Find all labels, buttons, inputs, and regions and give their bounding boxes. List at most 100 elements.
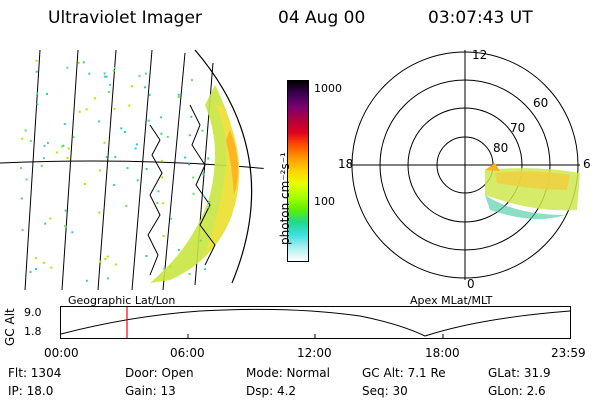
emission-speckle <box>29 271 32 273</box>
emission-speckle <box>202 173 205 176</box>
emission-speckle <box>192 176 195 179</box>
emission-speckle <box>162 202 164 205</box>
emission-speckle <box>128 104 131 107</box>
emission-speckle <box>109 83 112 86</box>
status-ip: IP: 18.0 <box>8 384 54 398</box>
emission-speckle <box>42 157 45 160</box>
polar-mlat-mlt-plot: 12 18 6 0 60 70 80 <box>338 48 591 291</box>
emission-speckle <box>114 263 117 266</box>
earth-limb <box>194 49 253 284</box>
emission-speckle <box>135 143 138 146</box>
emission-speckle <box>131 85 134 88</box>
emission-speckle <box>113 184 116 186</box>
emission-speckle <box>188 134 191 137</box>
emission-speckle <box>85 108 88 111</box>
emission-speckle <box>55 151 58 154</box>
emission-speckle <box>114 155 117 158</box>
emission-speckle <box>20 197 23 200</box>
emission-speckle <box>21 137 24 140</box>
xtick-0000: 00:00 <box>44 346 79 360</box>
status-glat: GLat: 31.9 <box>488 366 551 380</box>
emission-speckle <box>144 86 146 89</box>
emission-speckle <box>78 110 81 113</box>
aurora-emission <box>150 85 240 283</box>
xtick-1200: 12:00 <box>297 346 332 360</box>
emission-speckle <box>35 59 38 62</box>
colorbar-unit-label: photon cm⁻²s⁻¹ <box>278 152 292 245</box>
colorbar <box>287 80 309 262</box>
status-mode: Mode: Normal <box>246 366 330 380</box>
emission-speckle <box>88 72 91 75</box>
emission-speckle <box>36 92 39 95</box>
emission-speckle <box>46 141 49 144</box>
emission-speckle <box>24 129 27 132</box>
emission-speckle <box>134 147 137 150</box>
emission-speckle <box>64 225 67 228</box>
emission-speckle <box>169 265 172 268</box>
emission-speckle <box>107 91 110 93</box>
date-label: 04 Aug 00 <box>278 8 366 28</box>
mlat-label-80: 80 <box>493 141 508 155</box>
emission-speckle <box>103 75 106 78</box>
status-seq: Seq: 30 <box>362 384 408 398</box>
emission-speckle <box>202 195 205 198</box>
altitude-ytick-1.8: 1.8 <box>24 325 42 338</box>
emission-speckle <box>77 61 80 64</box>
emission-speckle <box>83 183 86 185</box>
status-glon: GLon: 2.6 <box>488 384 546 398</box>
emission-speckle <box>25 178 28 181</box>
status-flt: Flt: 1304 <box>8 366 62 380</box>
emission-speckle <box>160 116 163 119</box>
emission-speckle <box>99 169 101 172</box>
geo-panel-label: Geographic Lat/Lon <box>68 294 176 307</box>
emission-speckle <box>188 273 191 275</box>
emission-speckle <box>145 255 148 257</box>
emission-speckle <box>125 205 128 207</box>
altitude-ytick-9: 9.0 <box>24 306 42 319</box>
emission-speckle <box>71 231 74 234</box>
emission-speckle <box>166 135 169 138</box>
instrument-title: Ultraviolet Imager <box>48 8 202 28</box>
emission-speckle <box>177 93 180 96</box>
emission-speckle <box>120 127 123 130</box>
emission-speckle <box>67 147 70 150</box>
emission-speckle <box>145 168 148 170</box>
coastline-outline <box>147 104 216 276</box>
emission-speckle <box>36 103 39 106</box>
emission-speckle <box>35 268 38 270</box>
emission-speckle <box>144 72 147 75</box>
emission-speckle <box>103 141 106 144</box>
emission-speckle <box>208 206 211 209</box>
emission-speckle <box>136 179 139 182</box>
emission-speckle <box>161 176 164 179</box>
emission-speckle <box>43 144 46 147</box>
emission-speckle <box>199 239 202 242</box>
polar-aurora-emission <box>485 163 580 219</box>
mlt-label-6: 6 <box>583 157 591 171</box>
emission-speckle <box>138 74 141 77</box>
emission-speckle <box>113 67 116 69</box>
mlt-label-18: 18 <box>338 157 353 171</box>
emission-speckle <box>98 120 101 123</box>
emission-speckle <box>123 131 126 133</box>
emission-speckle <box>113 107 116 110</box>
emission-speckle <box>148 93 151 96</box>
emission-speckle <box>190 115 193 118</box>
background-emission-speckles <box>20 59 211 282</box>
emission-speckle <box>62 144 65 147</box>
emission-speckle <box>201 129 204 132</box>
emission-speckle <box>64 209 67 212</box>
emission-speckle <box>184 156 187 159</box>
mlat-label-70: 70 <box>510 121 525 135</box>
emission-speckle <box>170 217 173 220</box>
emission-speckle <box>208 201 211 204</box>
emission-speckle <box>44 222 47 225</box>
altitude-curve <box>60 308 571 337</box>
emission-speckle <box>63 123 66 126</box>
emission-speckle <box>20 167 22 170</box>
xtick-1800: 18:00 <box>425 346 460 360</box>
time-label: 03:07:43 UT <box>428 8 533 28</box>
altitude-plot <box>60 306 571 339</box>
mlat-label-60: 60 <box>533 96 548 110</box>
status-gc-alt: GC Alt: 7.1 Re <box>362 366 446 380</box>
